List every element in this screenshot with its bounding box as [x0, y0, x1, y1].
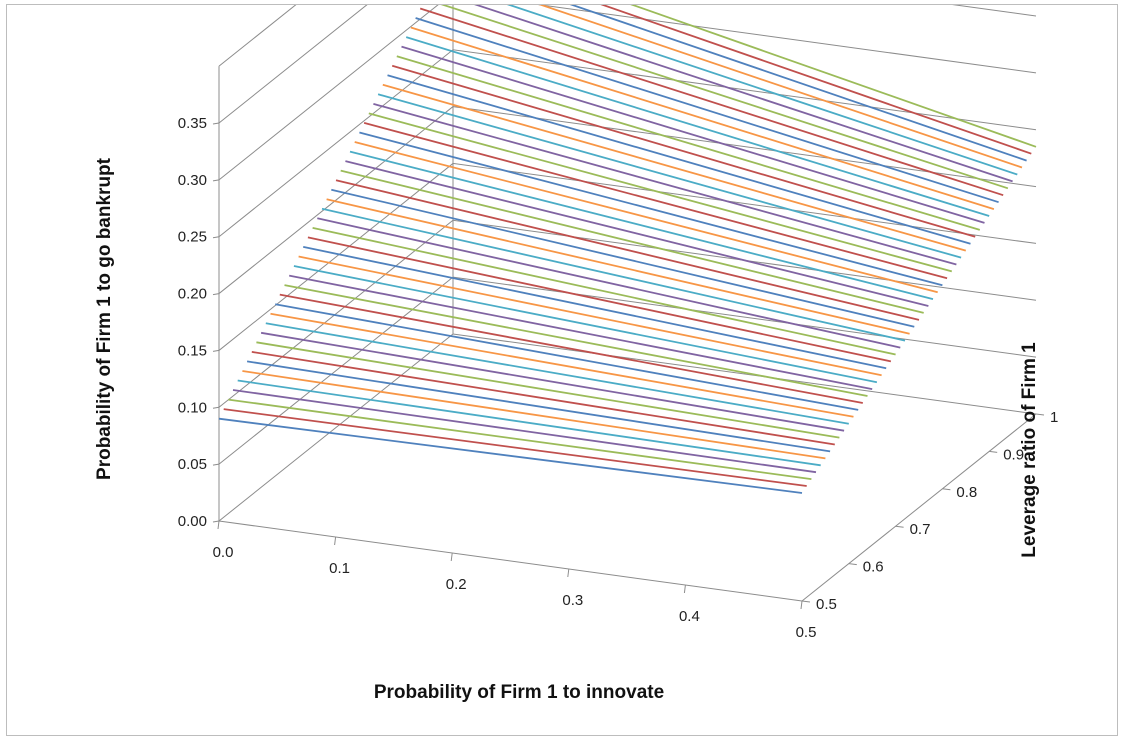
surface-line	[313, 228, 896, 355]
chart-frame: 0.00 0.05 0.10 0.15 0.20 0.25 0.30 0.35 0.0 0.1 0.…	[6, 4, 1118, 736]
surface-line	[439, 5, 1022, 167]
y-tick-mark	[802, 601, 810, 602]
surface-line	[420, 9, 1003, 196]
z-tick-label: 0.00	[178, 513, 207, 530]
z-tick-label: 0.10	[178, 399, 207, 416]
surface-line	[392, 66, 975, 237]
z-tick-mark	[213, 407, 219, 408]
surface-line	[308, 237, 891, 361]
x-tick-mark	[451, 553, 452, 561]
surface-lines	[219, 5, 1036, 493]
x-tick-mark	[218, 521, 219, 529]
z-tick-mark	[213, 350, 219, 351]
z-tick-label: 0.35	[178, 115, 207, 132]
z-tick-mark	[213, 464, 219, 465]
surface-chart: 0.00 0.05 0.10 0.15 0.20 0.25 0.30 0.35 0.0 0.1 0.…	[7, 5, 1119, 737]
surface-line	[359, 133, 942, 286]
y-tick-mark	[896, 526, 904, 527]
y-tick-mark	[942, 489, 950, 490]
surface-line	[430, 5, 1013, 181]
x-tick-label: 0.4	[679, 608, 700, 625]
z-tick-label: 0.20	[178, 286, 207, 303]
surface-line	[341, 171, 924, 313]
x-tick-mark	[335, 537, 336, 545]
gridlines	[219, 5, 1036, 521]
x-tick-label: 0.1	[329, 560, 350, 577]
tick-labels: 0.00 0.05 0.10 0.15 0.20 0.25 0.30 0.35 0.0 0.1 0.…	[178, 115, 1059, 641]
z-tick-mark	[213, 294, 219, 295]
z-gridline	[219, 50, 1036, 237]
surface-line	[336, 180, 919, 320]
z-tick-label: 0.05	[178, 456, 207, 473]
z-axis-title: Probability of Firm 1 to go bankrupt	[94, 157, 115, 480]
y-axis-title: Leverage ratio of Firm 1	[1019, 342, 1040, 558]
y-tick-label: 0.6	[863, 559, 884, 576]
z-tick-mark	[213, 123, 219, 124]
y-tick-mark	[989, 451, 997, 452]
x-tick-mark	[568, 569, 569, 577]
z-tick-mark	[213, 237, 219, 238]
surface-line	[242, 371, 825, 458]
x-tick-label: 0.2	[446, 576, 467, 593]
surface-line	[416, 18, 999, 202]
y-tick-mark	[849, 564, 857, 565]
y-tick-label: 0.8	[956, 484, 977, 501]
surface-line	[247, 361, 830, 451]
x-tick-label: 0.3	[562, 592, 583, 609]
x-tick-mark	[684, 585, 685, 593]
y-tick-label: 1	[1050, 409, 1058, 426]
z-tick-mark	[213, 521, 219, 522]
x-axis-line	[219, 521, 802, 601]
y-tick-label: 0.5	[816, 596, 837, 613]
surface-line	[228, 400, 811, 480]
x-tick-mark	[801, 601, 802, 609]
z-tick-label: 0.30	[178, 172, 207, 189]
z-tick-mark	[213, 180, 219, 181]
x-tick-label: 0.5	[796, 624, 817, 641]
x-axis-title: Probability of Firm 1 to innovate	[374, 682, 664, 703]
z-gridline	[219, 334, 1036, 521]
y-axis-line	[802, 414, 1036, 601]
z-tick-label: 0.25	[178, 229, 207, 246]
x-tick-label: 0.0	[213, 544, 234, 561]
z-tick-label: 0.15	[178, 342, 207, 359]
surface-line	[364, 123, 947, 278]
surface-line	[285, 285, 868, 396]
y-tick-label: 0.7	[910, 521, 931, 538]
